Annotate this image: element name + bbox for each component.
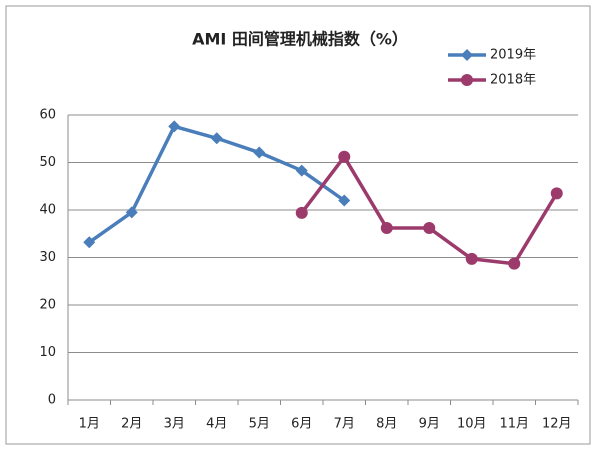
point <box>550 187 563 200</box>
point <box>83 236 96 249</box>
y-tick-label: 50 <box>39 155 56 170</box>
point <box>253 146 266 159</box>
point <box>461 49 473 61</box>
point <box>338 194 351 207</box>
x-tick-label: 1月 <box>79 417 100 432</box>
x-tick-label: 2月 <box>121 417 142 432</box>
x-tick-label: 9月 <box>419 417 440 432</box>
point <box>465 252 478 265</box>
point <box>423 222 436 235</box>
point <box>380 222 393 235</box>
point <box>295 164 308 177</box>
x-tick-label: 11月 <box>499 417 529 432</box>
x-tick-label: 12月 <box>542 417 572 432</box>
y-tick-label: 40 <box>39 203 56 218</box>
x-tick-label: 10月 <box>457 417 487 432</box>
point <box>461 74 473 86</box>
point <box>508 257 521 270</box>
y-tick-label: 20 <box>39 298 56 313</box>
y-tick-label: 10 <box>39 345 56 360</box>
x-tick-label: 8月 <box>376 417 397 432</box>
y-tick-label: 60 <box>39 108 56 123</box>
x-tick-label: 6月 <box>291 417 312 432</box>
x-tick-label: 5月 <box>249 417 270 432</box>
chart-border <box>5 5 591 445</box>
point <box>125 206 138 219</box>
point <box>210 132 223 145</box>
x-tick-label: 3月 <box>164 417 185 432</box>
point <box>338 150 351 163</box>
legend-label: 2019年 <box>490 48 536 63</box>
point <box>295 206 308 219</box>
y-tick-label: 0 <box>48 393 56 408</box>
legend-label: 2018年 <box>490 73 536 88</box>
point <box>168 120 181 133</box>
chart-title: AMI 田间管理机械指数（%） <box>192 30 408 49</box>
x-tick-label: 7月 <box>334 417 355 432</box>
x-tick-label: 4月 <box>206 417 227 432</box>
y-tick-label: 30 <box>39 250 56 265</box>
